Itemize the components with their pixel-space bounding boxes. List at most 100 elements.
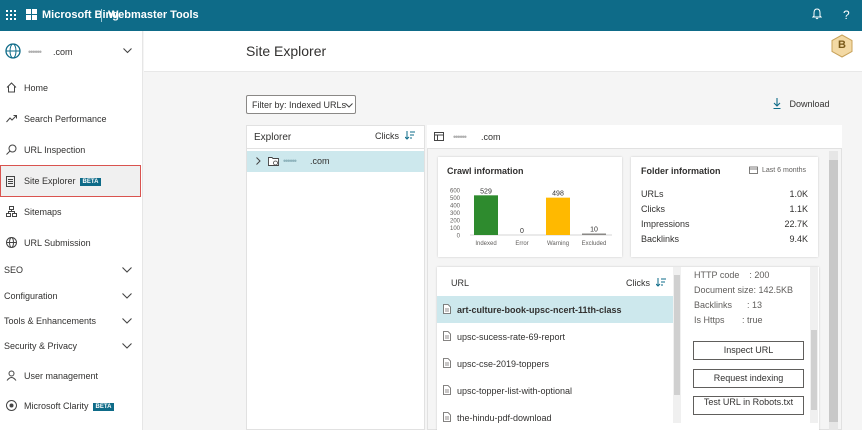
test-robots-button[interactable]: Test URL in Robots.txt (693, 396, 804, 415)
url-table-header: URL Clicks (437, 267, 673, 297)
microsoft-logo-icon (26, 9, 38, 21)
app-launcher-icon[interactable] (6, 10, 16, 20)
document-icon (443, 385, 451, 395)
inspect-url-button[interactable]: Inspect URL (693, 341, 804, 360)
help-icon[interactable]: ? (843, 8, 850, 22)
url-text: upsc-sucess-rate-69-report (457, 332, 566, 342)
folder-row-value: 1.0K (789, 189, 808, 199)
download-button[interactable]: Download (773, 98, 830, 111)
url-text: upsc-topper-list-with-optional (457, 386, 573, 396)
folder-information-card: Folder information Last 6 months URLs 1.… (631, 157, 818, 257)
explorer-header: Explorer Clicks (246, 125, 425, 149)
avatar[interactable]: B (830, 34, 854, 58)
table-row[interactable]: upsc-topper-list-with-optional (437, 377, 673, 404)
backlinks: Backlinks : 13 (694, 300, 763, 310)
sidebar-group-configuration[interactable]: Configuration (0, 287, 143, 305)
globe-icon (5, 237, 17, 249)
table-row[interactable]: the-hindu-pdf-download (437, 404, 673, 424)
sidebar-group-seo[interactable]: SEO (0, 261, 143, 279)
sidebar-group-label: SEO (4, 265, 24, 275)
sidebar-group-tools-enhancements[interactable]: Tools & Enhancements (0, 312, 143, 330)
user-icon (5, 370, 17, 382)
sidebar-item-user-management[interactable]: User management (0, 366, 143, 386)
trend-icon (5, 113, 17, 125)
root-domain-masked: •••••• (283, 156, 297, 166)
folder-period[interactable]: Last 6 months (762, 167, 806, 174)
detail-scrollbar-thumb[interactable] (829, 160, 838, 422)
sidebar-item-label: Sitemaps (24, 207, 62, 217)
sidebar-item-microsoft-clarity[interactable]: Microsoft Clarity BETA (0, 396, 143, 416)
sidebar-group-security-privacy[interactable]: Security & Privacy (0, 337, 143, 355)
y-tick-label: 100 (450, 226, 461, 232)
sidebar-item-search-performance[interactable]: Search Performance (0, 109, 143, 129)
sidebar-item-home[interactable]: Home (0, 78, 143, 98)
detail-header: •••••• .com (427, 125, 842, 149)
url-list-scrollbar-thumb[interactable] (674, 275, 680, 395)
folder-row-value: 1.1K (789, 204, 808, 214)
y-tick-label: 0 (457, 234, 461, 240)
chevron-right-icon[interactable] (256, 157, 261, 167)
sidebar-group-label: Tools & Enhancements (4, 316, 97, 326)
avatar-initial: B (838, 39, 846, 51)
url-text: art-culture-book-upsc-ncert-11th-class (457, 305, 622, 315)
explorer-panel (246, 125, 425, 430)
y-tick-label: 300 (450, 211, 461, 217)
chevron-down-icon (122, 343, 132, 351)
explorer-clicks-sort[interactable]: Clicks (375, 131, 415, 142)
table-row[interactable]: upsc-sucess-rate-69-report (437, 323, 673, 350)
request-indexing-button[interactable]: Request indexing (693, 369, 804, 388)
document-icon (443, 358, 451, 368)
search-icon (5, 144, 17, 156)
site-selector[interactable]: •••••• .com (0, 39, 143, 65)
sidebar-item-label: Search Performance (24, 114, 107, 124)
chevron-down-icon (123, 48, 132, 56)
sidebar-item-label: User management (24, 371, 99, 381)
explorer-tree-root[interactable]: •••••• .com (247, 151, 424, 172)
product-title[interactable]: Webmaster Tools (108, 9, 199, 21)
folder-title: Folder information (641, 166, 721, 176)
table-row[interactable]: upsc-cse-2019-toppers (437, 350, 673, 377)
url-header: URL (451, 278, 470, 288)
detail-domain-suffix: .com (481, 132, 501, 142)
folder-row-value: 9.4K (789, 234, 808, 244)
clicks-label: Clicks (626, 278, 650, 288)
site-explorer-label: Site Explorer (24, 176, 76, 186)
clarity-label: Microsoft Clarity (24, 401, 89, 411)
folder-row-label: Backlinks (641, 234, 680, 244)
url-info-scrollbar-thumb[interactable] (811, 330, 817, 410)
filter-label: Filter by: Indexed URLs (252, 100, 347, 110)
data-label: 0 (520, 228, 524, 235)
x-tick-label: Excluded (582, 241, 607, 247)
sidebar-group-label: Security & Privacy (4, 341, 78, 351)
sidebar-item-url-submission[interactable]: URL Submission (0, 233, 143, 253)
site-domain-masked: •••••• (28, 47, 42, 57)
sidebar-item-url-inspection[interactable]: URL Inspection (0, 140, 143, 160)
chevron-down-icon (122, 293, 132, 301)
filter-dropdown[interactable]: Filter by: Indexed URLs (246, 95, 356, 114)
data-label: 498 (552, 191, 564, 198)
url-text: upsc-cse-2019-toppers (457, 359, 550, 369)
clicks-label: Clicks (375, 131, 399, 141)
sort-icon (404, 131, 415, 142)
brand-title[interactable]: Microsoft Bing (42, 9, 119, 21)
x-tick-label: Warning (547, 241, 569, 247)
sidebar-item-label: Site Explorer BETA (24, 176, 102, 186)
chevron-down-icon (345, 103, 353, 111)
brand-divider (101, 9, 102, 22)
y-tick-label: 200 (450, 219, 461, 225)
sidebar-item-label: URL Submission (24, 238, 91, 248)
beta-badge: BETA (92, 403, 115, 411)
document-icon (443, 304, 451, 314)
table-row[interactable]: art-culture-book-upsc-ncert-11th-class (437, 296, 673, 323)
y-tick-label: 500 (450, 196, 461, 202)
sidebar-item-label: Microsoft Clarity BETA (24, 401, 115, 411)
sidebar-item-site-explorer[interactable]: Site Explorer BETA (0, 165, 141, 197)
sidebar-item-sitemaps[interactable]: Sitemaps (0, 202, 143, 222)
url-clicks-sort[interactable]: Clicks (626, 278, 666, 289)
bar-excluded (582, 233, 606, 235)
clarity-icon (5, 400, 17, 412)
home-icon (5, 82, 17, 94)
bell-icon[interactable] (811, 8, 823, 23)
http-code: HTTP code : 200 (694, 270, 770, 280)
